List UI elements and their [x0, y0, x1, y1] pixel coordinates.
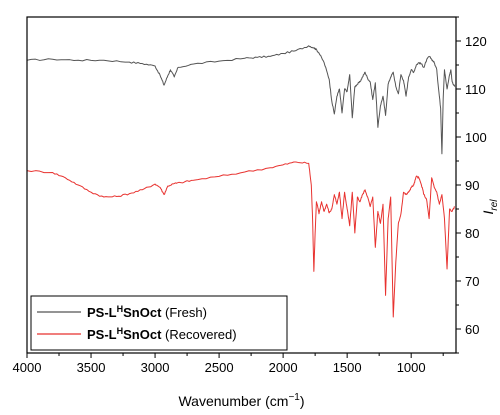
series-line-recovered [26, 161, 455, 318]
legend: PS-LHSnOct (Fresh) PS-LHSnOct (Recovered… [30, 295, 288, 351]
legend-entry-recovered: PS-LHSnOct (Recovered) [87, 326, 237, 342]
y-axis-ticks: 60 70 80 90 100 110 120 [456, 16, 487, 354]
x-axis-title-end: ) [300, 393, 305, 409]
x-tick-label: 4000 [13, 360, 42, 375]
y-axis-title-subscript: rel [489, 199, 500, 211]
x-axis-title-main: Wavenumber (cm [178, 393, 288, 409]
y-tick-label: 90 [465, 178, 479, 193]
legend-entry-fresh: PS-LHSnOct (Fresh) [87, 304, 207, 320]
y-tick-label: 60 [465, 322, 479, 337]
x-tick-label: 1500 [333, 360, 362, 375]
y-axis-title: Irel [480, 199, 500, 215]
plot-lines [26, 45, 456, 318]
x-tick-label: 1000 [397, 360, 426, 375]
x-axis-ticks: 4000 3500 3000 2500 2000 1500 1000 [13, 353, 444, 375]
legend-box [30, 295, 288, 351]
y-tick-label: 100 [465, 130, 487, 145]
x-axis-title: Wavenumber (cm−1) [178, 392, 304, 409]
x-tick-label: 3000 [141, 360, 170, 375]
x-tick-label: 2500 [205, 360, 234, 375]
y-tick-label: 70 [465, 274, 479, 289]
y-axis-title-main: I [480, 211, 496, 215]
series-line-fresh [26, 45, 456, 155]
y-tick-label: 80 [465, 226, 479, 241]
x-tick-label: 2000 [269, 360, 298, 375]
x-axis-title-superscript: −1 [288, 392, 300, 403]
y-tick-label: 120 [465, 34, 487, 49]
y-tick-label: 110 [465, 82, 486, 97]
x-tick-label: 3500 [77, 360, 106, 375]
